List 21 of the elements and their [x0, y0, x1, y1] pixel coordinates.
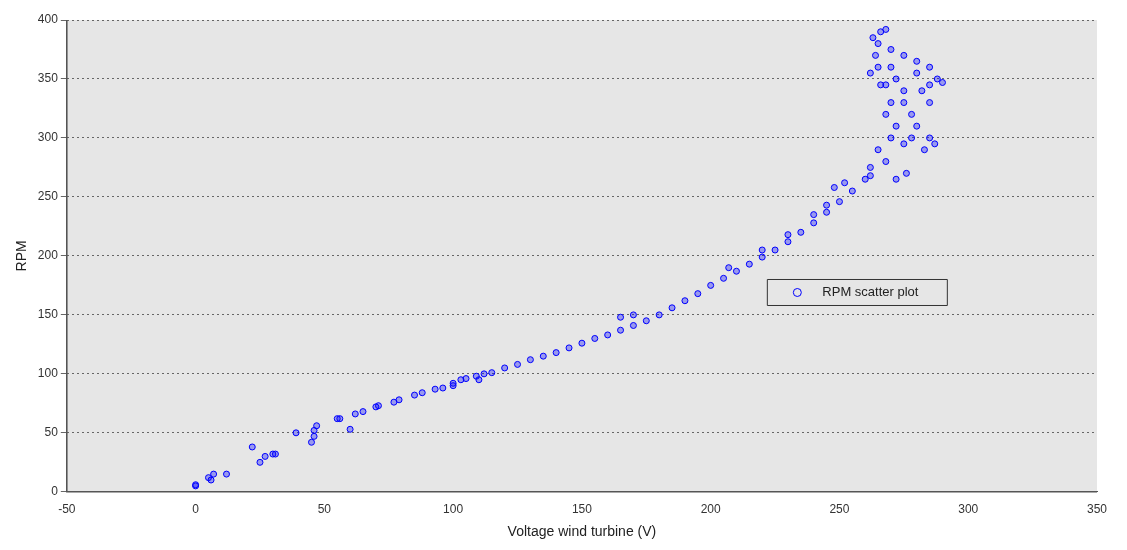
x-tick-label: 50: [317, 502, 332, 517]
x-tick-label: 0: [192, 502, 200, 517]
y-tick-label: 50: [44, 425, 59, 440]
x-tick-label: 250: [829, 502, 850, 517]
y-tick-label: 0: [51, 484, 59, 499]
x-tick-label: 200: [700, 502, 722, 517]
y-axis-title: RPM: [13, 240, 30, 272]
x-tick-label: 300: [958, 502, 979, 517]
x-tick-label: 350: [1086, 502, 1108, 517]
y-tick-label: 400: [37, 12, 59, 27]
y-tick-label: 350: [37, 71, 59, 86]
y-tick-label: 250: [37, 189, 59, 204]
x-tick-label: -50: [58, 502, 76, 517]
y-tick-label: 100: [37, 366, 59, 381]
x-tick-label: 150: [571, 502, 593, 517]
x-tick-label: 100: [443, 502, 464, 517]
y-tick-label: 200: [37, 248, 59, 263]
legend-label: RPM scatter plot: [822, 284, 919, 300]
y-tick-label: 300: [37, 130, 59, 145]
y-tick-label: 150: [37, 307, 59, 322]
x-axis-title: Voltage wind turbine (V): [507, 523, 657, 540]
